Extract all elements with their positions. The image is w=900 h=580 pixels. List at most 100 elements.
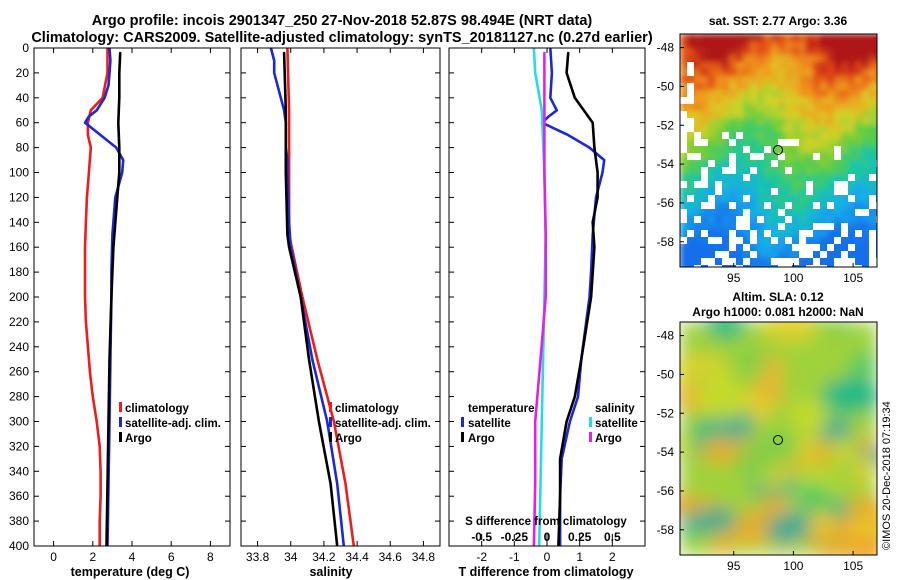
temperature-panel: 0 2 4 6 802040608010012014016018020022024026… xyxy=(9,41,231,579)
temperature-legend-argo: Argo xyxy=(125,433,152,445)
p3-x-tick-label: 2 xyxy=(609,550,616,564)
difference-panel: -2 -1 0 1 2 -0.5 -0.25 0 0.25 0.5 T difference fr… xyxy=(448,47,646,579)
salinity-legend-swatch-climatology xyxy=(329,402,332,412)
s-difference-axis-label: S difference from climatology xyxy=(465,516,627,528)
sst-map-image xyxy=(680,34,877,267)
m2-lat-tick-label: -56 xyxy=(657,484,675,498)
salinity-legend-satellite-adj: satellite-adj. clim. xyxy=(335,418,431,430)
s-diff-tick-label: -0.25 xyxy=(501,530,529,544)
salinity-legend-argo: Argo xyxy=(335,433,362,445)
depth-tick-label: 0 xyxy=(22,41,29,55)
figure-title-line-2: Climatology: CARS2009. Satellite-adjuste… xyxy=(31,30,652,46)
p1-x-tick-label: 2 xyxy=(89,550,96,564)
temperature-legend-climatology: climatology xyxy=(125,403,190,415)
figure-title-line-1: Argo profile: incois 2901347_250 27-Nov-… xyxy=(92,13,593,29)
m2-lat-tick-label: -48 xyxy=(657,329,675,343)
sla-map-frame xyxy=(679,321,878,556)
m2-lat-tick-label: -52 xyxy=(657,406,675,420)
sla-map-image xyxy=(680,322,877,555)
m1-lon-tick-label: 95 xyxy=(727,271,741,285)
depth-tick-label: 240 xyxy=(9,340,29,354)
depth-tick-label: 200 xyxy=(9,290,29,304)
m2-lat-tick-label: -58 xyxy=(657,523,675,537)
depth-tick-label: 280 xyxy=(9,390,29,404)
m2-lat-tick-label: -50 xyxy=(657,367,675,381)
m1-lat-tick-label: -58 xyxy=(657,235,675,249)
depth-tick-label: 320 xyxy=(9,439,29,453)
salinity-legend-swatch-argo xyxy=(329,432,332,442)
salinity-plot-area xyxy=(269,48,356,546)
temperature-legend: climatology satellite-adj. clim. Argo xyxy=(119,402,221,445)
depth-tick-label: 340 xyxy=(9,464,29,478)
depth-tick-label: 380 xyxy=(9,514,29,528)
depth-tick-label: 140 xyxy=(9,215,29,229)
difference-legend: temperature satellite Argo salinity sate… xyxy=(461,403,638,445)
depth-tick-label: 360 xyxy=(9,489,29,503)
sla-map-title-line-2: Argo h1000: 0.081 h2000: NaN xyxy=(692,305,863,319)
depth-tick-label: 220 xyxy=(9,315,29,329)
p2-x-tick-label: 33.8 xyxy=(246,550,270,564)
depth-tick-label: 260 xyxy=(9,365,29,379)
p3-x-tick-label: -1 xyxy=(509,550,520,564)
m2-lon-tick-label: 95 xyxy=(727,559,741,573)
depth-tick-label: 120 xyxy=(9,190,29,204)
p1-x-tick-label: 6 xyxy=(168,550,175,564)
sla-map-panel: Altim. SLA: 0.12 Argo h1000: 0.081 h2000… xyxy=(657,290,878,573)
temperature-plot-area xyxy=(83,48,125,546)
difference-legend-temp-satellite: satellite xyxy=(468,418,511,430)
p1-x-tick-label: 4 xyxy=(129,550,136,564)
sla-argo-location-marker xyxy=(773,435,783,445)
m1-lon-tick-label: 105 xyxy=(843,271,863,285)
p2-x-tick-label: 34.4 xyxy=(345,550,369,564)
difference-legend-sal-argo: Argo xyxy=(595,433,622,445)
temperature-x-axis-label: temperature (deg C) xyxy=(71,565,190,579)
s-diff-tick-label: 0 xyxy=(544,530,551,544)
temperature-legend-swatch-argo xyxy=(119,432,122,442)
sst-map-panel: sat. SST: 2.77 Argo: 3.36 95 100 105 -48 -50… xyxy=(657,14,878,285)
m1-lat-tick-label: -54 xyxy=(657,157,675,171)
p2-series-climatology xyxy=(286,48,356,546)
depth-tick-label: 60 xyxy=(16,116,30,130)
salinity-legend-climatology: climatology xyxy=(335,403,400,415)
depth-tick-label: 20 xyxy=(16,66,30,80)
p3-x-tick-label: -2 xyxy=(476,550,487,564)
difference-legend-swatch-temp-satellite xyxy=(461,417,464,427)
p2-x-tick-label: 34.8 xyxy=(412,550,436,564)
s-diff-tick-label: 0.25 xyxy=(568,530,592,544)
m2-lon-tick-label: 105 xyxy=(843,559,863,573)
temperature-axes-frame xyxy=(33,47,231,547)
p2-x-tick-label: 34.2 xyxy=(312,550,336,564)
t-difference-x-axis-label: T difference from climatology xyxy=(458,565,633,579)
m1-lat-tick-label: -52 xyxy=(657,118,675,132)
imos-timestamp: ©IMOS 20-Dec-2018 07:19:34 xyxy=(881,401,893,550)
temperature-axes: 0 2 4 6 802040608010012014016018020022024026… xyxy=(9,41,230,564)
depth-tick-label: 400 xyxy=(9,539,29,553)
salinity-axes-frame xyxy=(240,47,441,547)
difference-legend-swatch-temp-argo xyxy=(461,432,464,442)
p1-series-argo xyxy=(105,51,122,546)
p1-x-tick-label: 8 xyxy=(207,550,214,564)
p3-series-temperature-satellite xyxy=(540,48,606,546)
difference-legend-swatch-sal-satellite xyxy=(589,417,592,427)
s-diff-tick-label: -0.5 xyxy=(471,530,492,544)
p2-series-argo xyxy=(282,51,339,546)
difference-axes: -2 -1 0 1 2 -0.5 -0.25 0 0.25 0.5 xyxy=(449,47,645,564)
difference-plot-area xyxy=(532,48,606,546)
sst-argo-location-marker xyxy=(773,145,783,155)
p2-x-tick-label: 34.6 xyxy=(379,550,403,564)
depth-tick-label: 180 xyxy=(9,265,29,279)
salinity-panel: 33.8 34 34.2 34.4 34.6 34.8 salinity climatol… xyxy=(240,47,441,579)
sst-map-axes: 95 100 105 -48 -50 -52 -54 -56 -58 xyxy=(657,41,864,285)
m2-lon-tick-label: 100 xyxy=(783,559,803,573)
p3-series-temperature-argo xyxy=(557,51,599,546)
difference-legend-temp-argo: Argo xyxy=(468,433,495,445)
depth-tick-label: 160 xyxy=(9,240,29,254)
m1-lat-tick-label: -50 xyxy=(657,79,675,93)
depth-tick-label: 100 xyxy=(9,166,29,180)
p1-series-climatology xyxy=(83,48,109,546)
s-diff-tick-label: 0.5 xyxy=(604,530,621,544)
difference-legend-salinity-title: salinity xyxy=(595,403,635,415)
m1-lon-tick-label: 100 xyxy=(783,271,803,285)
depth-tick-label: 80 xyxy=(16,141,30,155)
